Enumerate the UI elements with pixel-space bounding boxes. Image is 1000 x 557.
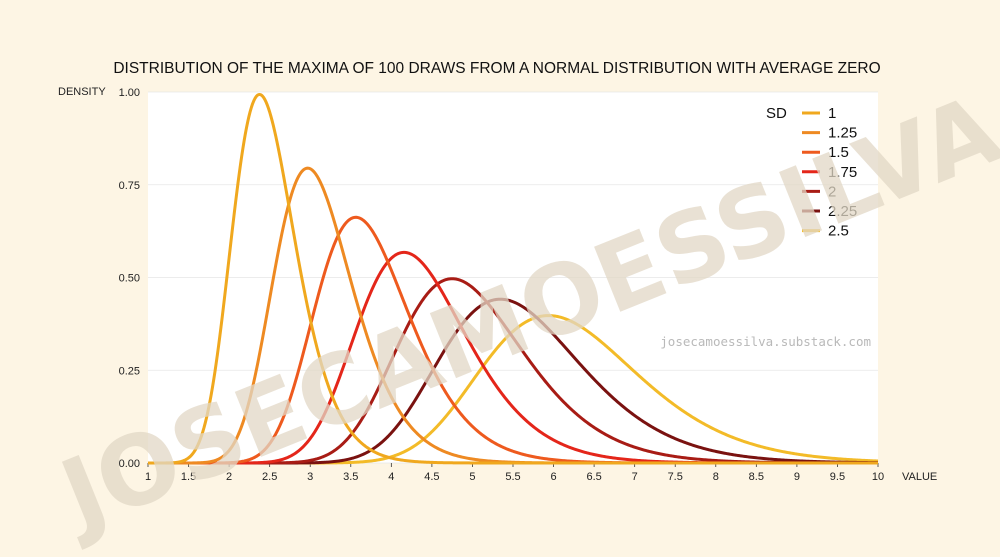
x-tick-label: 10 [872,471,884,483]
x-tick-label: 6 [550,471,556,483]
x-tick-label: 3.5 [343,471,358,483]
legend: SD 1 1.25 1.5 1.75 2 2.25 2.5 [766,105,857,240]
x-tick-label: 6.5 [586,471,601,483]
x-axis-title: VALUE [902,471,937,483]
x-tick-label: 9.5 [830,471,845,483]
y-tick-label: 0.25 [119,365,140,377]
y-axis-title: DENSITY [58,86,106,98]
series-line-sd-1 [147,92,879,465]
watermark-url: josecamoessilva.substack.com [660,334,871,349]
y-tick-label: 0.75 [119,180,140,192]
x-tick-label: 1.5 [181,471,196,483]
y-tick-label: 0.50 [119,273,140,285]
x-tick-label: 7.5 [668,471,683,483]
legend-entry: 2 [828,183,836,200]
legend-entry: 1.75 [828,164,857,181]
x-axis-ticks: 1 1.5 2 2.5 3 3.5 4 4.5 5 5.5 6 6.5 7 7.5 8 8.5 9 9.5 10 [145,463,884,483]
x-tick-label: 4 [388,471,394,483]
x-tick-label: 5 [469,471,475,483]
x-tick-label: 7 [632,471,638,483]
x-tick-label: 4.5 [424,471,439,483]
legend-entry: 1.25 [828,125,857,142]
x-tick-label: 9 [794,471,800,483]
x-tick-label: 3 [307,471,313,483]
legend-entry: 1 [828,105,836,122]
x-tick-label: 1 [145,471,151,483]
legend-entry: 2.25 [828,203,857,220]
x-tick-label: 2.5 [262,471,277,483]
x-tick-label: 5.5 [505,471,520,483]
y-tick-label: 1.00 [119,87,140,99]
y-axis-ticks: 0.00 0.25 0.50 0.75 1.00 [119,87,140,470]
chart-title: DISTRIBUTION OF THE MAXIMA OF 100 DRAWS … [113,60,880,77]
x-tick-label: 2 [226,471,232,483]
x-tick-label: 8.5 [749,471,764,483]
legend-title: SD [766,105,787,122]
series-lines [147,92,879,465]
x-tick-label: 8 [713,471,719,483]
y-tick-label: 0.00 [119,458,140,470]
legend-entry: 2.5 [828,223,849,240]
legend-entry: 1.5 [828,144,849,161]
